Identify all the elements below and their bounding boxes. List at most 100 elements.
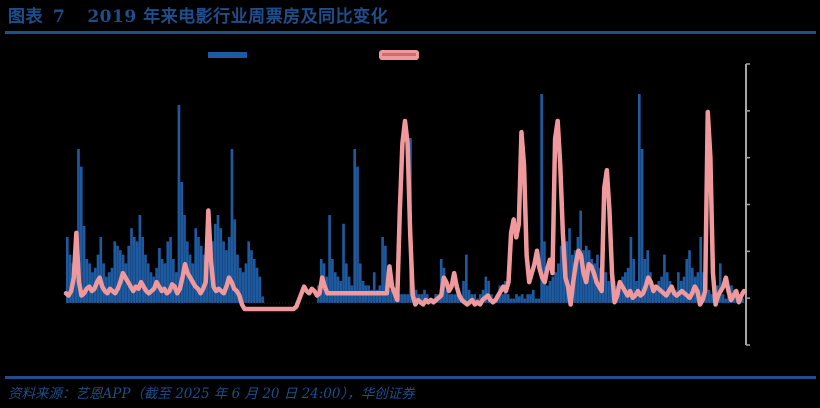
bar bbox=[160, 259, 164, 303]
bar bbox=[113, 241, 117, 303]
bar bbox=[375, 289, 379, 303]
bar bbox=[487, 281, 490, 303]
bar bbox=[484, 276, 488, 303]
bar bbox=[82, 226, 86, 303]
bar bbox=[718, 263, 722, 303]
bar bbox=[356, 166, 359, 303]
bar bbox=[568, 228, 571, 303]
bar bbox=[389, 289, 393, 303]
bar bbox=[370, 289, 373, 303]
bar bbox=[177, 105, 181, 303]
bar bbox=[141, 237, 144, 303]
bar bbox=[657, 281, 661, 303]
bar bbox=[250, 250, 253, 303]
bar bbox=[172, 259, 175, 303]
bar bbox=[333, 272, 337, 303]
bar bbox=[456, 294, 460, 303]
bar bbox=[400, 294, 404, 303]
source-note: 资料来源：艺恩APP（截至 2025 年 6 月 20 日 24:00），华创证… bbox=[8, 386, 415, 402]
bar bbox=[545, 285, 549, 303]
bar bbox=[526, 294, 530, 303]
bar bbox=[227, 237, 231, 303]
bar bbox=[219, 228, 223, 303]
bar bbox=[146, 263, 150, 303]
bar bbox=[576, 237, 580, 303]
bar bbox=[464, 254, 468, 303]
line-series-yoy-change bbox=[63, 109, 747, 312]
bar bbox=[135, 241, 139, 303]
bar bbox=[386, 289, 390, 303]
bar bbox=[448, 294, 451, 303]
bar bbox=[651, 285, 655, 303]
bar bbox=[453, 294, 457, 303]
bar bbox=[540, 94, 543, 303]
bar bbox=[559, 245, 563, 303]
bar bbox=[225, 250, 228, 303]
bar bbox=[682, 276, 686, 303]
bar bbox=[169, 237, 172, 303]
bar bbox=[342, 223, 345, 303]
bar bbox=[144, 254, 147, 303]
bar bbox=[99, 237, 103, 303]
bar bbox=[724, 298, 728, 303]
figure-label: 图表 bbox=[8, 7, 43, 27]
bar bbox=[451, 294, 454, 303]
bar bbox=[710, 294, 714, 303]
bar bbox=[629, 237, 633, 303]
figure-number: 7 bbox=[53, 7, 66, 27]
bar bbox=[381, 237, 384, 303]
bar bbox=[690, 267, 694, 303]
bar bbox=[116, 245, 119, 303]
chart-title: 图表 7 2019 年来电影行业周票房及同比变化 bbox=[8, 4, 388, 30]
bar bbox=[501, 294, 504, 303]
bar bbox=[158, 248, 161, 303]
bar bbox=[392, 294, 396, 303]
bar bbox=[127, 245, 131, 303]
bar bbox=[643, 259, 647, 303]
bar bbox=[534, 298, 538, 303]
bar bbox=[551, 276, 555, 303]
bar bbox=[467, 289, 471, 303]
bar bbox=[247, 241, 251, 303]
bar bbox=[236, 254, 239, 303]
bar bbox=[238, 267, 242, 303]
bar bbox=[372, 272, 376, 303]
bar bbox=[529, 294, 532, 303]
bar bbox=[130, 228, 133, 303]
bar bbox=[590, 259, 594, 303]
bar bbox=[138, 215, 142, 303]
bar bbox=[741, 298, 744, 303]
bar bbox=[509, 298, 513, 303]
bar bbox=[685, 259, 689, 303]
figure-title: 2019 年来电影行业周票房及同比变化 bbox=[87, 7, 389, 27]
bar bbox=[384, 245, 387, 303]
bar bbox=[721, 294, 725, 303]
bar bbox=[554, 272, 557, 303]
bar bbox=[68, 254, 72, 303]
bar bbox=[328, 215, 331, 303]
bar bbox=[166, 241, 170, 303]
bar bbox=[548, 281, 552, 303]
bar bbox=[423, 289, 426, 303]
bar bbox=[74, 270, 78, 303]
bar bbox=[688, 250, 691, 303]
bar bbox=[213, 223, 217, 303]
bar bbox=[331, 259, 334, 303]
bar bbox=[258, 276, 262, 303]
bar bbox=[478, 294, 482, 303]
bar bbox=[345, 263, 348, 303]
bar bbox=[557, 263, 560, 303]
footer-rule bbox=[5, 376, 816, 379]
bar bbox=[632, 259, 636, 303]
right-y-axis bbox=[745, 63, 750, 346]
bar bbox=[406, 294, 410, 303]
bar bbox=[149, 272, 153, 303]
bar bbox=[336, 276, 340, 303]
bar bbox=[462, 281, 465, 303]
bar bbox=[420, 294, 423, 303]
bar bbox=[607, 281, 610, 303]
bar bbox=[216, 215, 220, 303]
bar bbox=[663, 254, 666, 303]
bar bbox=[523, 298, 527, 303]
